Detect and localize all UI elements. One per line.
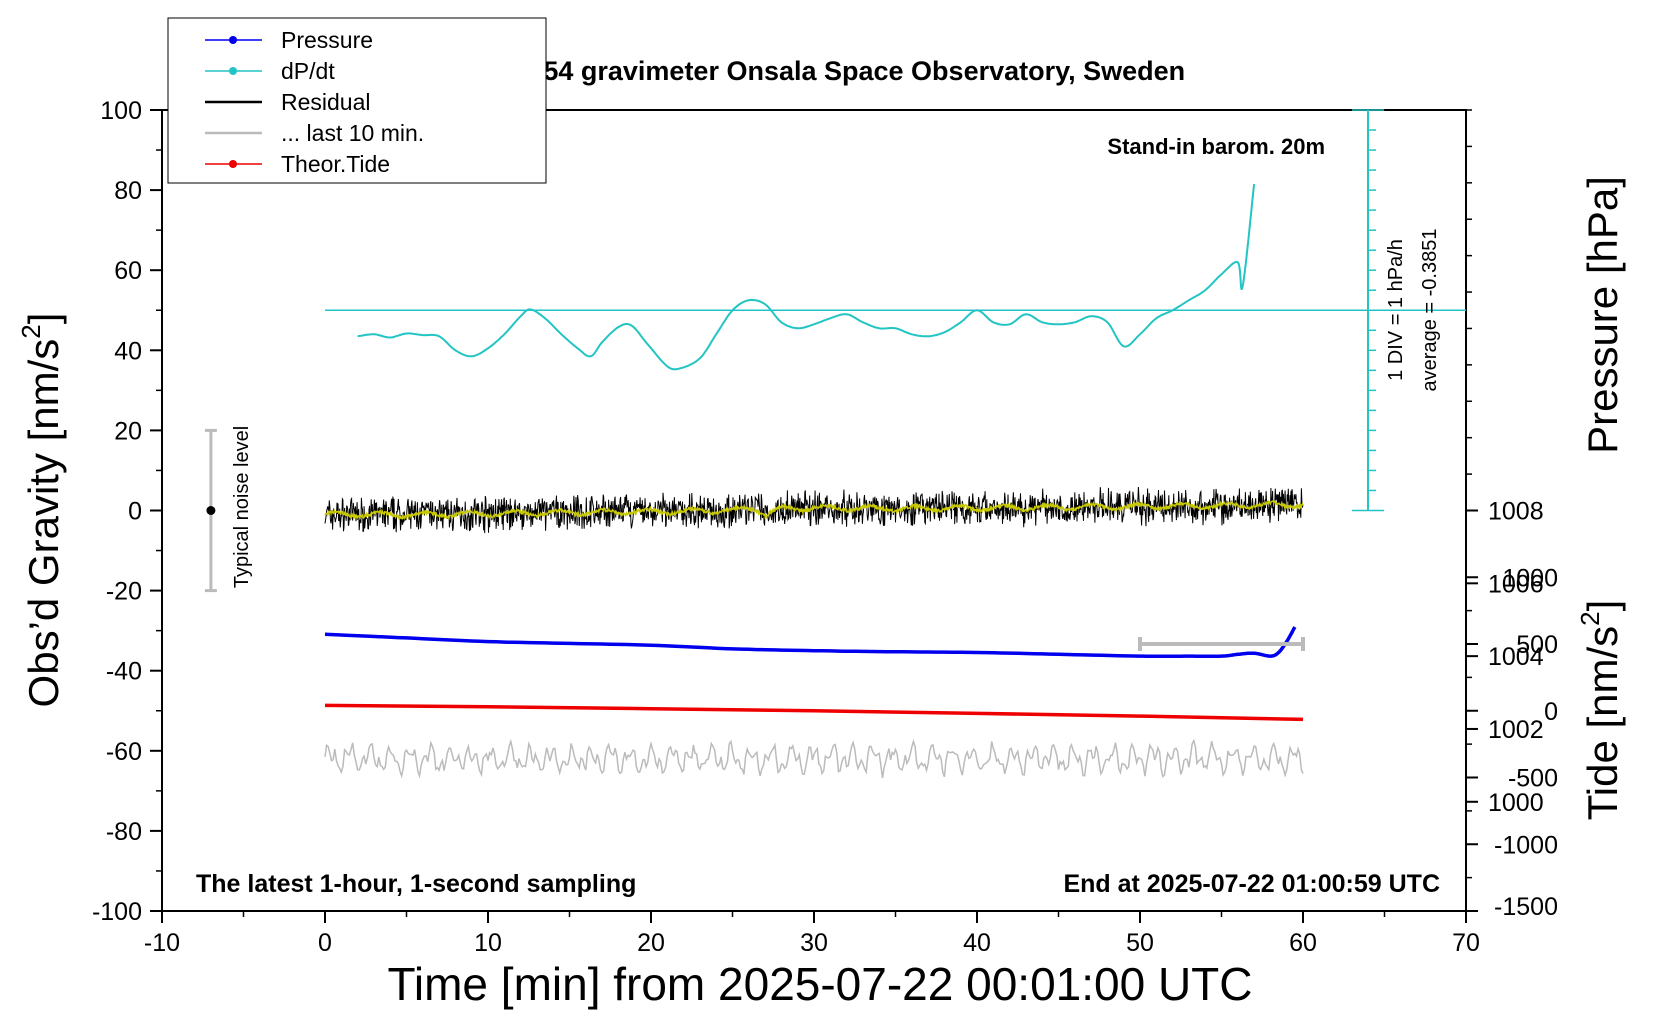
x-tick-label: 40 xyxy=(963,929,991,957)
legend: Pressure dP/dt Residual ... last 10 min. The… xyxy=(167,17,547,184)
pressure-tick-label: 1008 xyxy=(1488,498,1544,526)
series-residual-smoothed xyxy=(324,499,1304,521)
annotation-noise: Typical noise level xyxy=(231,426,253,588)
pressure-tick-label: 1000 xyxy=(1488,789,1544,817)
y-tick-label: -100 xyxy=(92,898,142,926)
y-axis-gravity: 100 80 60 40 20 0 -20 -40 -60 -80 -100 xyxy=(92,97,162,926)
x-axis: -10 0 10 20 30 40 50 60 70 xyxy=(144,911,1480,957)
y-tick-label: -40 xyxy=(106,658,142,686)
pressure-tick-label: 1006 xyxy=(1488,570,1544,598)
y-tick-label: 20 xyxy=(114,417,142,445)
tide-tick-label: 1000 xyxy=(1502,564,1558,592)
noise-level-bar xyxy=(204,428,217,593)
legend-marker xyxy=(229,36,237,44)
y-axis-label-tide-sup: 2 xyxy=(1575,611,1605,625)
legend-label: Pressure xyxy=(281,27,373,53)
legend-label: Residual xyxy=(281,89,371,115)
annotation-scale-div: 1 DIV = 1 hPa/h xyxy=(1385,239,1407,381)
tide-tick-label: 500 xyxy=(1516,631,1558,659)
series-pressure xyxy=(324,626,1297,659)
x-axis-label: Time [min] from 2025-07-22 00:01:00 UTC xyxy=(388,958,1253,1010)
x-tick-label: -10 xyxy=(144,929,180,957)
x-tick-label: 20 xyxy=(637,929,665,957)
y-tick-label: -20 xyxy=(106,578,142,606)
x-tick-label: 70 xyxy=(1452,929,1480,957)
y-axis-label-tide: Tide [nm/s2] xyxy=(1575,600,1626,821)
y-tick-label: 100 xyxy=(100,97,142,125)
tide-tick-label: 0 xyxy=(1544,698,1558,726)
tide-tick-label: -500 xyxy=(1508,765,1558,793)
series-residual xyxy=(324,486,1304,534)
x-tick-label: 50 xyxy=(1126,929,1154,957)
annotation-stand-in: Stand-in barom. 20m xyxy=(1107,134,1325,159)
y-tick-label: -60 xyxy=(106,738,142,766)
legend-label: ... last 10 min. xyxy=(281,120,424,146)
pressure-tick-label: 1002 xyxy=(1488,716,1544,744)
chart-title: SCG_054 gravimeter Onsala Space Observat… xyxy=(455,56,1185,86)
annotation-average: average = -0.3851 xyxy=(1419,229,1441,392)
y-axis-tide: 1000 500 0 -500 -1000 -1500 xyxy=(1466,564,1558,921)
tide-tick-label: -1500 xyxy=(1494,893,1558,921)
series-last-10-min xyxy=(324,738,1304,779)
y-tick-label: 80 xyxy=(114,177,142,205)
y-tick-label: 60 xyxy=(114,257,142,285)
annotation-bottom-left: The latest 1-hour, 1-second sampling xyxy=(196,870,636,898)
y-axis-label-gravity: Obs’d Gravity [nm/s2] xyxy=(16,313,67,708)
legend-box xyxy=(167,17,547,184)
legend-marker xyxy=(229,67,237,75)
noise-bar-center-dot xyxy=(206,506,216,515)
y-axis-label-pressure: Pressure [hPa] xyxy=(1579,176,1626,454)
tide-tick-label: -1000 xyxy=(1494,831,1558,859)
last-10-min-bar xyxy=(1138,637,1305,651)
pressure-tick-label: 1004 xyxy=(1488,643,1544,671)
y-axis-pressure: 1008 1006 1004 1002 1000 xyxy=(1466,109,1544,817)
y-tick-label: 0 xyxy=(128,498,142,526)
series-theoretical-tide xyxy=(324,703,1304,722)
annotation-bottom-right: End at 2025-07-22 01:00:59 UTC xyxy=(1063,870,1440,898)
legend-label: Theor.Tide xyxy=(281,151,390,177)
series-dpdt xyxy=(357,183,1256,371)
x-tick-label: 10 xyxy=(474,929,502,957)
x-tick-label: 60 xyxy=(1289,929,1317,957)
dpdt-scale-axis xyxy=(1352,109,1384,512)
x-tick-label: 30 xyxy=(800,929,828,957)
x-tick-label: 0 xyxy=(318,929,332,957)
y-tick-label: -80 xyxy=(106,818,142,846)
y-tick-label: 40 xyxy=(114,337,142,365)
y-axis-label-gravity-sup: 2 xyxy=(16,324,46,338)
legend-marker xyxy=(229,160,237,168)
legend-label: dP/dt xyxy=(281,58,335,84)
